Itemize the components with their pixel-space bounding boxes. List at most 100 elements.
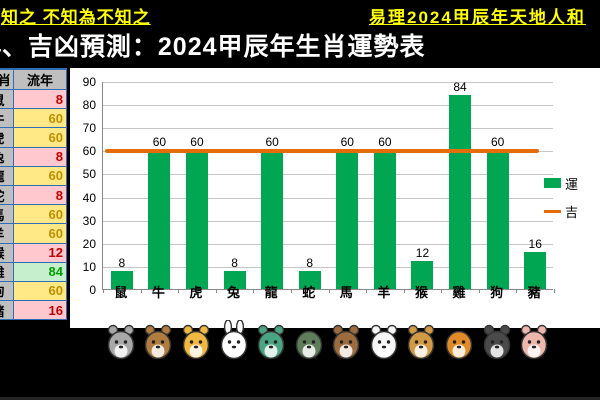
year-score-cell: 60 — [13, 224, 67, 244]
x-axis-category-label: 兔 — [227, 285, 241, 300]
goat-mascot-icon — [367, 320, 401, 360]
table-row: 蛇8 — [0, 185, 67, 206]
x-axis-tick — [441, 289, 443, 293]
table-row: 馬60 — [0, 205, 67, 225]
monkey-mascot-icon — [404, 320, 438, 360]
year-score-cell: 60 — [13, 109, 67, 129]
zodiac-name-cell: 兔 — [0, 147, 13, 167]
legend-label: 運 — [565, 176, 579, 192]
x-axis-category-label: 雞 — [452, 285, 466, 300]
bar-牛 — [148, 150, 171, 289]
zodiac-column-header: 生肖 — [0, 70, 13, 90]
gridline — [103, 197, 553, 199]
y-axis-tick-label: 90 — [82, 75, 96, 89]
x-axis-tick — [516, 289, 518, 293]
zodiac-name-cell: 蛇 — [0, 185, 13, 206]
bar-龍 — [261, 150, 284, 289]
bar-data-label: 8 — [118, 255, 126, 270]
year-score-cell: 16 — [13, 301, 67, 321]
legend-item-bar-series: 運 — [544, 176, 579, 192]
table-row: 狗60 — [0, 281, 67, 302]
bar-羊 — [373, 150, 396, 289]
bar-馬 — [336, 150, 359, 289]
y-axis-tick-label: 70 — [82, 121, 96, 136]
table-row: 雞84 — [0, 262, 67, 282]
bar-data-label: 60 — [265, 135, 279, 150]
x-axis-tick — [403, 289, 405, 293]
gridline — [103, 243, 553, 245]
table-row: 兔8 — [0, 147, 67, 167]
x-axis-tick — [554, 289, 555, 293]
y-axis-tick-label: 50 — [82, 167, 96, 182]
x-axis-tick — [140, 289, 142, 293]
x-axis-category-label: 豬 — [527, 285, 541, 300]
dog-mascot-icon — [480, 320, 514, 360]
x-axis-category-label: 龍 — [264, 285, 278, 300]
gridline — [103, 105, 553, 107]
x-axis-category-label: 牛 — [151, 285, 165, 300]
plot-area: 8 60 60 8 60 8 60 60 12 84 60 16 — [102, 80, 555, 293]
chart-legend: 運 吉 — [544, 176, 578, 232]
x-axis-tick — [290, 289, 292, 293]
x-axis-category-label: 馬 — [339, 285, 353, 300]
x-axis-category-label: 羊 — [377, 285, 391, 300]
legend-label: 吉 — [565, 204, 579, 220]
y-axis-tick-label: 20 — [82, 236, 96, 251]
y-axis-tick-label: 10 — [82, 259, 96, 274]
gridline — [103, 82, 553, 83]
x-axis-category-label: 蛇 — [302, 285, 316, 300]
y-axis-tick-label: 30 — [82, 213, 96, 228]
x-axis-tick — [328, 289, 330, 293]
x-axis-tick — [366, 289, 368, 293]
gridline — [103, 128, 553, 130]
bar-data-label: 16 — [528, 237, 542, 252]
bar-猴 — [411, 261, 434, 289]
year-score-cell: 8 — [13, 90, 67, 110]
bar-data-label: 8 — [231, 255, 238, 270]
year-score-cell: 84 — [13, 262, 67, 282]
y-axis-tick-label: 80 — [82, 98, 96, 113]
y-axis-tick-label: 0 — [89, 283, 96, 297]
tiger-mascot-icon — [179, 320, 213, 360]
x-axis-category-label: 虎 — [189, 285, 203, 300]
bar-data-label: 60 — [378, 135, 392, 150]
zodiac-fortune-table: 生肖 流年 鼠8牛60虎60兔8龍60蛇8馬60羊60猴12雞84狗60豬16 — [0, 68, 67, 321]
left-header-link[interactable]: 知之 不知為不知之 — [1, 8, 151, 27]
zodiac-name-cell: 龍 — [0, 166, 13, 186]
rabbit-mascot-icon — [217, 319, 251, 360]
threshold-line-60 — [105, 149, 539, 154]
bar-data-label: 12 — [415, 246, 430, 261]
year-score-cell: 60 — [13, 166, 67, 186]
table-row: 羊60 — [0, 224, 67, 244]
snake-mascot-icon — [292, 320, 326, 360]
x-axis-category-label: 鼠 — [114, 285, 128, 300]
table-row: 鼠8 — [0, 90, 67, 110]
legend-item-line-series: 吉 — [544, 204, 579, 220]
bar-豬 — [524, 252, 547, 289]
zodiac-name-cell: 猴 — [0, 243, 13, 263]
bar-雞 — [449, 94, 472, 289]
zodiac-name-cell: 馬 — [0, 205, 13, 225]
rat-mascot-icon — [104, 320, 138, 360]
bar-series-swatch-icon — [544, 178, 561, 188]
year-score-cell: 60 — [13, 281, 67, 302]
bar-蛇 — [298, 270, 321, 289]
gridline — [103, 220, 553, 222]
zodiac-name-cell: 羊 — [0, 224, 13, 244]
table-row: 豬16 — [0, 301, 67, 321]
pig-mascot-icon — [517, 320, 551, 360]
bar-data-label: 8 — [306, 255, 314, 270]
bar-data-label: 60 — [340, 135, 354, 150]
x-axis-category-label: 狗 — [490, 285, 504, 300]
x-axis-tick — [178, 289, 180, 293]
horse-mascot-icon — [329, 320, 363, 360]
bar-data-label: 60 — [490, 135, 505, 150]
right-header-link[interactable]: 易理2024甲辰年天地人和 — [369, 8, 586, 27]
year-score-column-header: 流年 — [13, 70, 67, 90]
line-series-swatch-icon — [544, 209, 561, 213]
x-axis-tick — [478, 289, 480, 293]
bar-鼠 — [110, 270, 133, 289]
table-row: 虎60 — [0, 128, 67, 148]
y-axis-tick-label: 60 — [82, 144, 96, 159]
zodiac-name-cell: 雞 — [0, 262, 13, 282]
